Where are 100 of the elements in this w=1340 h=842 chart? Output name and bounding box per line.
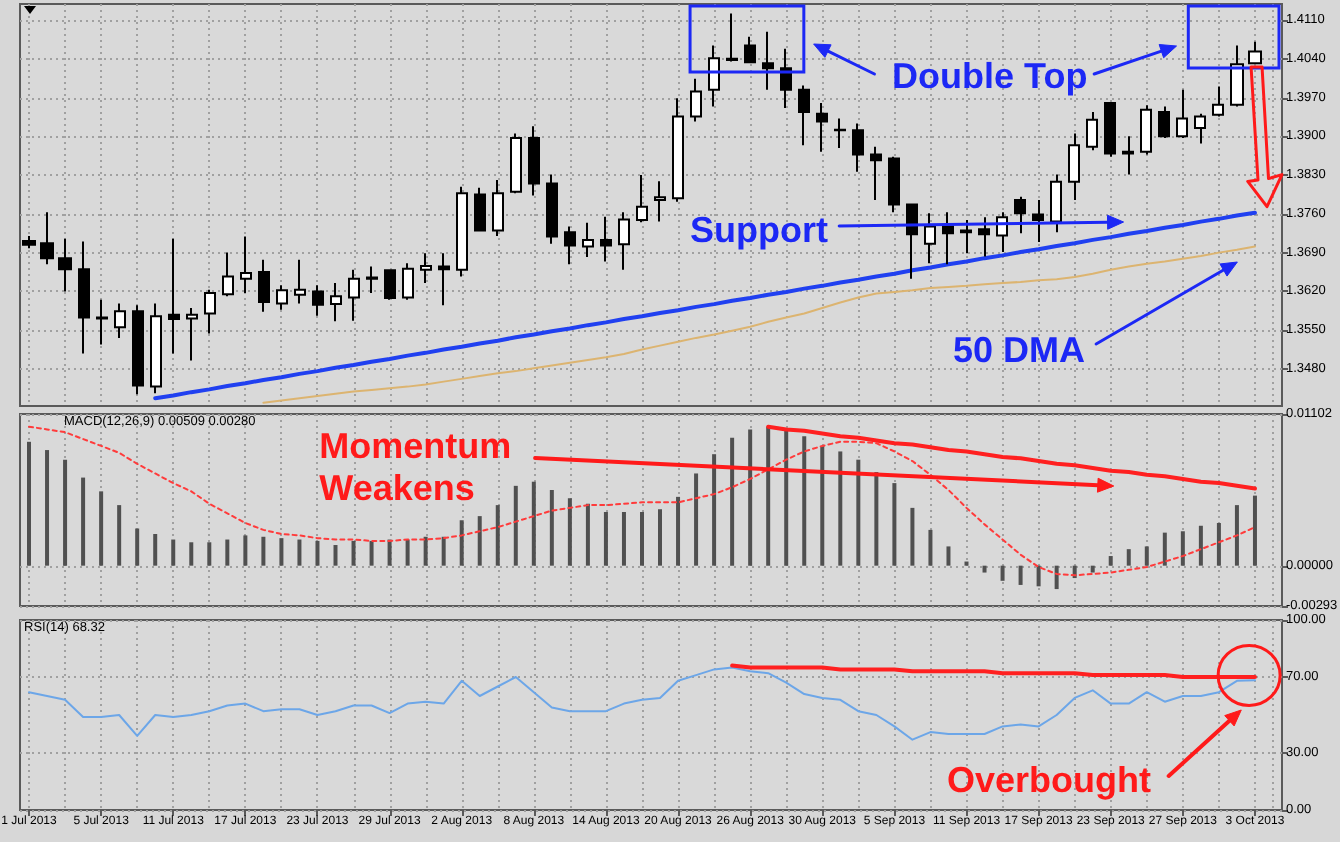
candlestick [744, 35, 756, 65]
bar [585, 503, 590, 566]
candlestick [618, 211, 630, 271]
bar [513, 485, 518, 566]
candlestick [1230, 44, 1244, 108]
bar [423, 536, 428, 566]
bar [117, 505, 122, 566]
candlestick [762, 30, 774, 91]
candlestick [888, 155, 900, 214]
bar [495, 505, 500, 566]
bar [982, 565, 987, 573]
bar [784, 430, 789, 566]
candlestick [348, 268, 360, 322]
bar [135, 528, 140, 566]
bar [45, 450, 50, 566]
candlestick [798, 84, 810, 147]
bar [1000, 565, 1005, 581]
bar [1018, 565, 1023, 585]
candlestick [258, 258, 270, 313]
candlestick [132, 304, 144, 396]
bar [441, 536, 446, 566]
candlestick [294, 258, 306, 305]
candlestick [870, 145, 882, 202]
candlestick [960, 218, 972, 255]
candlestick [834, 117, 846, 149]
annotation: Support [690, 210, 829, 250]
candlestick [510, 132, 522, 195]
bar [369, 540, 374, 566]
candlestick [582, 221, 594, 259]
bar [910, 507, 915, 566]
bar [459, 520, 464, 566]
candlestick [1158, 105, 1170, 139]
bar [694, 473, 699, 566]
candlestick [1140, 104, 1152, 156]
candlestick [906, 203, 918, 280]
candlestick [168, 237, 180, 355]
bar [712, 454, 717, 566]
candlestick [546, 173, 558, 245]
candlestick [40, 211, 54, 266]
bar [946, 546, 951, 566]
line-series [28, 425, 1256, 577]
candlestick [186, 306, 198, 362]
bar [658, 509, 663, 566]
bar [1216, 523, 1221, 566]
candlestick [690, 77, 702, 123]
bar [856, 459, 861, 566]
candlestick [420, 252, 432, 285]
candlestick [22, 235, 36, 250]
candlestick [528, 125, 540, 197]
candlestick [78, 240, 90, 355]
bar [153, 534, 158, 566]
candlestick [816, 102, 828, 153]
bar [748, 429, 753, 566]
candlestick [978, 216, 990, 258]
bar [1144, 546, 1149, 566]
bar [1036, 565, 1041, 587]
annotation: Momentum Weakens [319, 426, 512, 508]
bar [171, 539, 176, 566]
bar [549, 489, 554, 566]
candlestick [58, 237, 72, 293]
candlestick [240, 235, 252, 295]
bar [333, 545, 338, 566]
bar [928, 529, 933, 566]
bar [892, 483, 897, 566]
candlestick [474, 186, 486, 233]
candlestick [366, 265, 378, 295]
candlestick [726, 12, 738, 63]
candlestick [1122, 135, 1134, 176]
bar [1198, 525, 1203, 566]
bar [243, 535, 248, 566]
bar [189, 542, 194, 566]
candlestick [96, 298, 108, 346]
bar [27, 441, 32, 566]
bar [1234, 505, 1239, 566]
bar [820, 445, 825, 566]
bar [802, 436, 807, 566]
candlestick [1014, 195, 1026, 235]
line-series [153, 210, 1257, 401]
candlestick [672, 97, 684, 203]
bar [1162, 532, 1167, 566]
candlestick [492, 179, 504, 238]
candlestick [1032, 199, 1044, 244]
bar [1090, 565, 1095, 573]
bar [1252, 495, 1257, 566]
bar [531, 481, 536, 566]
candlestick [1050, 173, 1062, 234]
candlestick [1176, 88, 1188, 139]
candlestick [924, 212, 936, 265]
bar [676, 496, 681, 566]
bar [621, 512, 626, 566]
candlestick [204, 288, 216, 335]
candlestick [1068, 132, 1080, 202]
candlestick [1194, 112, 1206, 145]
bar [1126, 549, 1131, 566]
candlestick [438, 252, 450, 307]
bar [639, 512, 644, 566]
annotation: 50 DMA [952, 330, 1085, 370]
annotation: Overbought [947, 760, 1152, 800]
candlestick [708, 44, 720, 108]
candlestick [1086, 110, 1098, 152]
